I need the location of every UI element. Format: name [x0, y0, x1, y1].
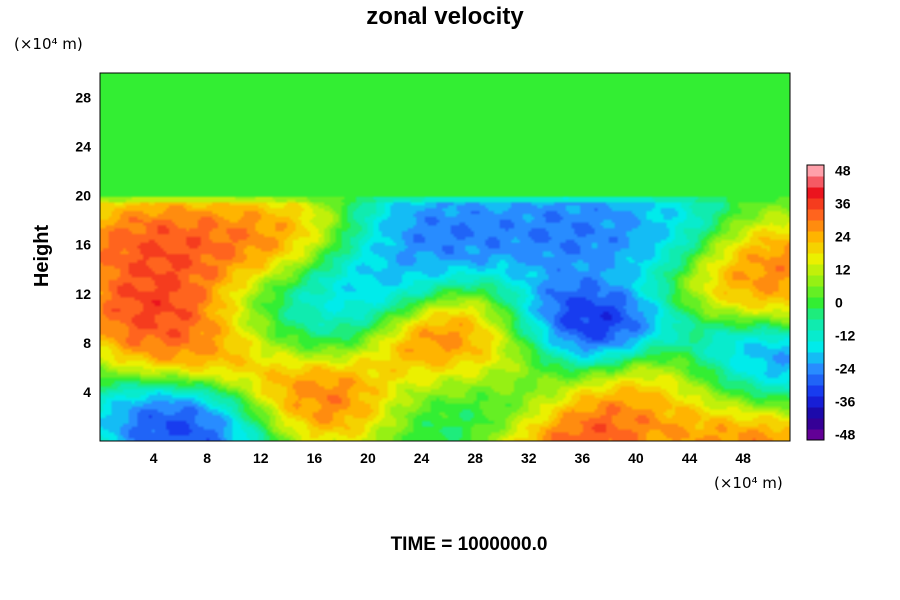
colorbar-band — [807, 363, 824, 375]
y-tick-label: 4 — [83, 384, 91, 400]
heatmap-image — [100, 73, 790, 441]
y-tick-label: 16 — [75, 237, 91, 253]
colorbar-band — [807, 187, 824, 199]
colorbar-band — [807, 341, 824, 353]
colorbar-band — [807, 319, 824, 331]
colorbar-band — [807, 286, 824, 298]
colorbar-band — [807, 198, 824, 210]
colorbar-tick-label: 24 — [835, 229, 851, 245]
colorbar-band — [807, 418, 824, 430]
colorbar-band — [807, 374, 824, 386]
plot-frame — [99, 72, 791, 442]
y-tick-label: 28 — [75, 90, 91, 106]
colorbar-band — [807, 385, 824, 397]
colorbar-tick-labels: 48 36 24 12 0 -12 -24 -36 -48 — [835, 163, 855, 443]
y-tick-label: 12 — [75, 286, 91, 302]
x-tick-label: 12 — [253, 450, 269, 466]
y-tick-label: 8 — [83, 335, 91, 351]
y-tick-label: 20 — [75, 188, 91, 204]
colorbar: 48 36 24 12 0 -12 -24 -36 -48 — [806, 163, 855, 443]
x-axis-unit: (×10⁴ m) — [714, 474, 783, 492]
colorbar-tick-label: 0 — [835, 295, 843, 311]
colorbar-band — [807, 297, 824, 309]
x-tick-label: 8 — [203, 450, 211, 466]
colorbar-band — [807, 209, 824, 221]
x-tick-label: 24 — [414, 450, 430, 466]
x-tick-label: 20 — [360, 450, 376, 466]
colorbar-frame — [806, 164, 825, 441]
x-tick-label: 48 — [735, 450, 751, 466]
colorbar-tick-label: 36 — [835, 196, 851, 212]
x-tick-labels: 4 8 12 16 20 24 28 32 36 40 44 48 — [150, 450, 751, 466]
colorbar-tick-label: -48 — [835, 427, 855, 443]
colorbar-band — [807, 264, 824, 276]
x-tick-label: 32 — [521, 450, 537, 466]
y-tick-labels: 4 8 12 16 20 24 28 — [75, 90, 91, 400]
colorbar-tick-label: -24 — [835, 361, 855, 377]
colorbar-band — [807, 308, 824, 320]
x-tick-label: 16 — [307, 450, 323, 466]
colorbar-bands — [807, 165, 824, 441]
x-tick-label: 4 — [150, 450, 158, 466]
colorbar-band — [807, 407, 824, 419]
colorbar-band — [807, 165, 824, 177]
colorbar-tick-label: -36 — [835, 394, 855, 410]
y-axis-unit: (×10⁴ m) — [14, 35, 83, 53]
colorbar-band — [807, 396, 824, 408]
colorbar-band — [807, 231, 824, 243]
x-tick-label: 36 — [575, 450, 591, 466]
colorbar-band — [807, 242, 824, 254]
x-tick-label: 28 — [467, 450, 483, 466]
colorbar-band — [807, 253, 824, 265]
chart-title: zonal velocity — [366, 3, 524, 30]
colorbar-band — [807, 220, 824, 232]
time-label: TIME = 1000000.0 — [391, 534, 548, 555]
x-tick-label: 44 — [682, 450, 698, 466]
colorbar-band — [807, 176, 824, 188]
colorbar-tick-label: 48 — [835, 163, 851, 179]
colorbar-tick-label: -12 — [835, 328, 855, 344]
colorbar-tick-label: 12 — [835, 262, 851, 278]
y-tick-label: 24 — [75, 139, 91, 155]
colorbar-band — [807, 352, 824, 364]
x-tick-label: 40 — [628, 450, 644, 466]
colorbar-band — [807, 429, 824, 441]
y-axis-label: Height — [31, 225, 53, 288]
colorbar-band — [807, 275, 824, 287]
heatmap-plot-area — [99, 72, 791, 442]
colorbar-band — [807, 330, 824, 342]
